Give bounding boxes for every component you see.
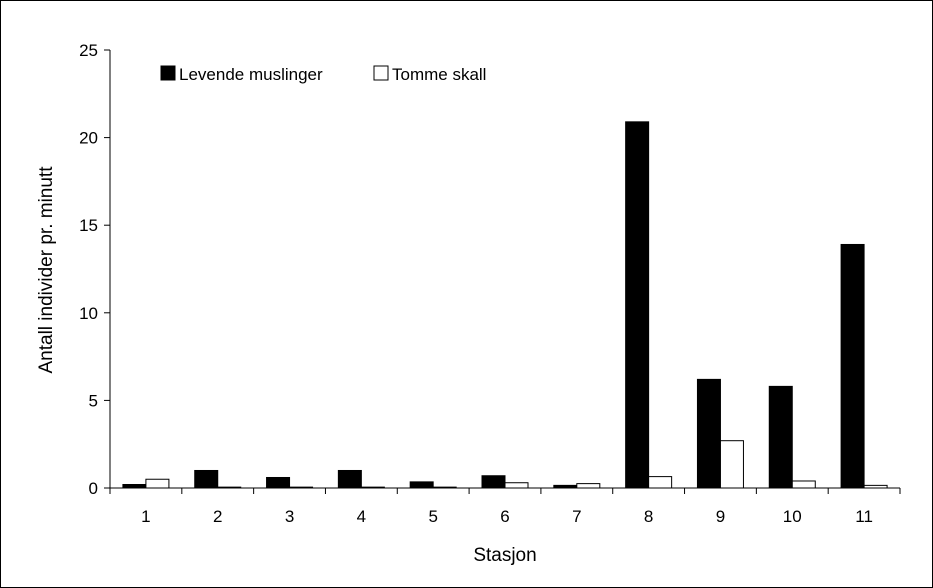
bar-series2-station-6 [504, 482, 529, 489]
x-tick-label-8: 8 [644, 507, 653, 526]
bar-series2-station-7 [576, 483, 601, 489]
bar-series2-station-1 [145, 478, 170, 489]
legend-label-levende: Levende muslinger [179, 65, 323, 84]
y-tick-label-15: 15 [79, 216, 98, 235]
bar-series1-station-2 [194, 469, 219, 489]
bar-series1-station-9 [696, 378, 721, 489]
bar-series2-station-10 [791, 480, 816, 489]
y-tick-label-25: 25 [79, 41, 98, 60]
bars-layer [122, 121, 888, 489]
x-tick-label-2: 2 [213, 507, 222, 526]
legend: Levende muslinger Tomme skall [160, 65, 486, 84]
x-tick-label-3: 3 [285, 507, 294, 526]
bar-series1-station-8 [625, 121, 650, 489]
x-tick-label-5: 5 [428, 507, 437, 526]
y-tick-label-5: 5 [89, 391, 98, 410]
tick-labels-layer: 1 2 3 4 5 6 7 8 9 10 11 0 5 10 15 20 25 [79, 41, 873, 526]
y-tick-label-0: 0 [89, 479, 98, 498]
y-axis-label: Antall individer pr. minutt [36, 166, 57, 374]
bar-series1-station-5 [409, 481, 434, 489]
bar-series1-station-10 [768, 385, 793, 489]
legend-label-tomme: Tomme skall [392, 65, 486, 84]
bar-series1-station-4 [337, 469, 362, 489]
legend-swatch-levende [160, 65, 176, 81]
bar-series2-station-8 [648, 476, 673, 489]
x-tick-label-9: 9 [716, 507, 725, 526]
bar-series1-station-6 [481, 475, 506, 489]
bar-series1-station-1 [122, 484, 147, 489]
x-tick-label-10: 10 [783, 507, 802, 526]
bar-series1-station-11 [840, 243, 865, 489]
x-tick-label-4: 4 [357, 507, 366, 526]
bar-series2-station-9 [719, 440, 744, 489]
bar-series1-station-3 [266, 476, 291, 489]
y-tick-label-10: 10 [79, 304, 98, 323]
x-axis-label: Stasjon [473, 545, 536, 566]
x-tick-label-6: 6 [500, 507, 509, 526]
x-tick-label-1: 1 [141, 507, 150, 526]
legend-swatch-tomme [373, 65, 389, 81]
axes-layer [104, 49, 901, 494]
x-tick-label-7: 7 [572, 507, 581, 526]
x-tick-label-11: 11 [855, 507, 873, 526]
y-tick-label-20: 20 [79, 129, 98, 148]
